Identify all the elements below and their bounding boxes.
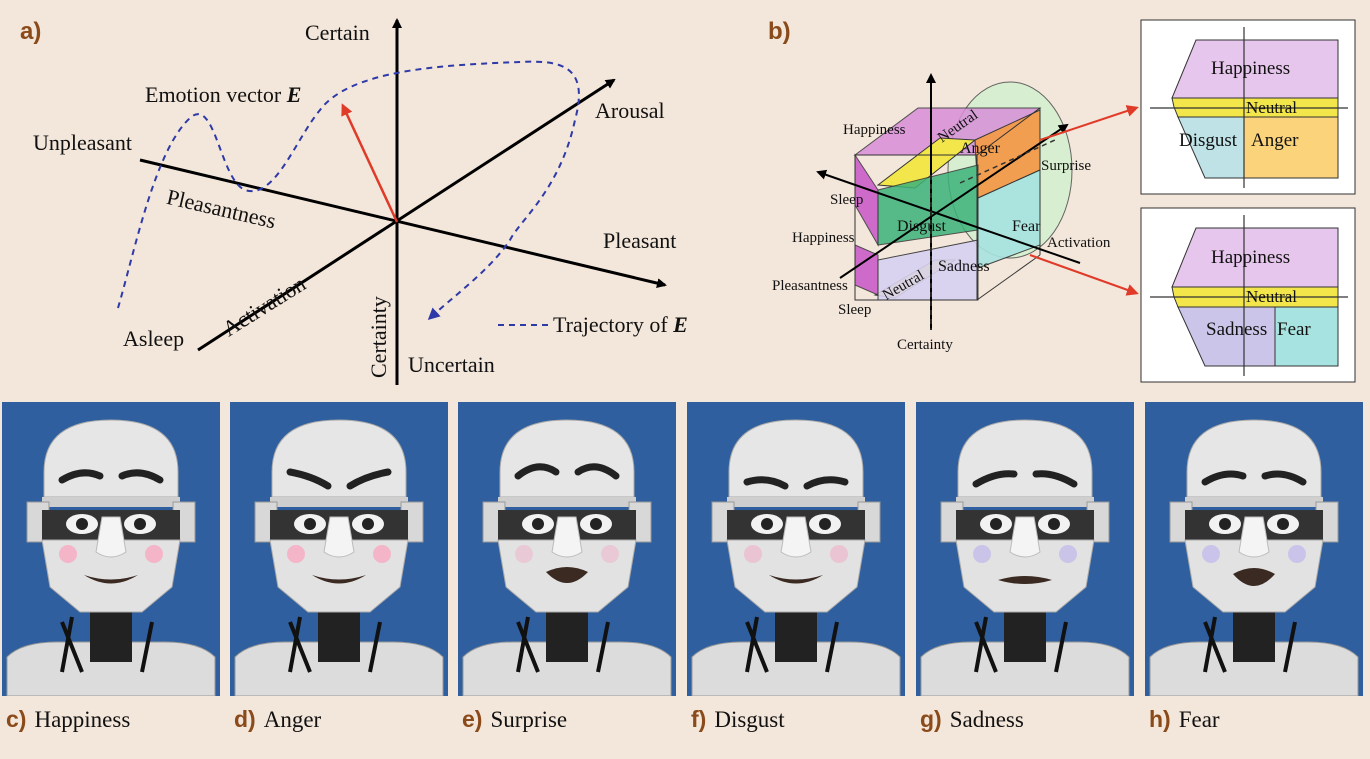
robot-face-anger	[230, 402, 448, 696]
caption-disgust: f) Disgust	[691, 706, 785, 733]
robot-photo-fear	[1145, 402, 1363, 696]
caption-letter: d)	[234, 706, 256, 732]
cube-lower-happiness	[854, 244, 879, 296]
robot-photo-disgust	[687, 402, 905, 696]
slice-bottom-sadness-label: Sadness	[1206, 319, 1268, 340]
panel-b-diagram	[816, 19, 1356, 383]
cube-sleep-low-label: Sleep	[838, 302, 872, 318]
caption-label: Surprise	[490, 707, 568, 732]
caption-letter: c)	[6, 706, 27, 732]
trajectory-legend-label: Trajectory of E	[553, 312, 688, 338]
pleasant-label: Pleasant	[603, 228, 677, 253]
robot-face-happiness	[2, 402, 220, 696]
panel-b-tag: b)	[768, 18, 791, 45]
slice-bottom-happiness-label: Happiness	[1211, 247, 1291, 268]
slice-top-anger	[1243, 116, 1339, 179]
slice-bottom-neutral-label: Neutral	[1246, 287, 1297, 306]
slice-bottom-arrow	[1029, 254, 1139, 296]
cube-anger-label: Anger	[960, 140, 1000, 157]
caption-letter: g)	[920, 706, 942, 732]
slice-top-anger-label: Anger	[1251, 130, 1299, 151]
slice-top-happiness-label: Happiness	[1211, 58, 1291, 79]
robot-photo-happiness	[2, 402, 220, 696]
emotion-vector-text: Emotion vector	[145, 82, 282, 107]
cube-sadness-label: Sadness	[938, 258, 990, 275]
cube-happiness-top-label: Happiness	[843, 122, 906, 138]
arousal-label: Arousal	[595, 98, 665, 123]
robot-photo-surprise	[458, 402, 676, 696]
caption-anger: d) Anger	[234, 706, 321, 733]
cube-pleasantness-label: Pleasantness	[772, 278, 848, 294]
robot-face-disgust	[687, 402, 905, 696]
cube-pleasantness-axis	[839, 123, 1069, 279]
caption-fear: h) Fear	[1149, 706, 1220, 733]
unpleasant-label: Unpleasant	[33, 130, 132, 155]
trajectory-curve	[117, 60, 580, 321]
caption-label: Anger	[263, 707, 322, 732]
cube-surprise-label: Surprise	[1041, 158, 1091, 174]
activation-axis	[197, 78, 616, 352]
panel-a-diagram	[117, 18, 667, 385]
robot-face-fear	[1145, 402, 1363, 696]
robot-photo-sadness	[916, 402, 1134, 696]
caption-label: Disgust	[714, 707, 785, 732]
emotion-vector-arrow	[341, 103, 399, 223]
caption-label: Fear	[1178, 707, 1220, 732]
caption-happiness: c) Happiness	[6, 706, 130, 733]
caption-label: Happiness	[34, 707, 131, 732]
caption-letter: e)	[462, 706, 483, 732]
uncertain-label: Uncertain	[408, 352, 495, 377]
cube-fear-label: Fear	[1012, 218, 1041, 235]
robot-face-sadness	[916, 402, 1134, 696]
caption-label: Sadness	[949, 707, 1024, 732]
caption-sadness: g) Sadness	[920, 706, 1024, 733]
certain-label: Certain	[305, 20, 370, 45]
slice-bottom-fear-label: Fear	[1277, 319, 1311, 340]
emotion-vector-symbol: E	[286, 82, 302, 107]
cube-activation-label: Activation	[1047, 235, 1111, 251]
emotion-vector-label: Emotion vector E	[145, 82, 301, 108]
caption-letter: f)	[691, 706, 707, 732]
slice-top-disgust-label: Disgust	[1179, 130, 1238, 151]
slice-top-neutral-label: Neutral	[1246, 98, 1297, 117]
caption-letter: h)	[1149, 706, 1171, 732]
cube-happiness-mid-label: Happiness	[792, 230, 855, 246]
cube-sadness-block	[877, 239, 979, 301]
cube-disgust-label: Disgust	[897, 218, 946, 235]
slice-bottom-fear	[1274, 306, 1339, 367]
slice-top-arrow	[1039, 105, 1139, 141]
panel-a-tag: a)	[20, 18, 42, 45]
robot-face-surprise	[458, 402, 676, 696]
caption-surprise: e) Surprise	[462, 706, 567, 733]
robot-photo-anger	[230, 402, 448, 696]
cube-activation-axis	[816, 169, 1081, 264]
asleep-label: Asleep	[123, 326, 185, 351]
cube-certainty-label: Certainty	[897, 337, 953, 353]
pleasantness-axis	[139, 158, 667, 289]
cube-sleep-top-label: Sleep	[830, 192, 864, 208]
trajectory-symbol: E	[673, 312, 688, 337]
trajectory-text: Trajectory of	[553, 312, 668, 337]
